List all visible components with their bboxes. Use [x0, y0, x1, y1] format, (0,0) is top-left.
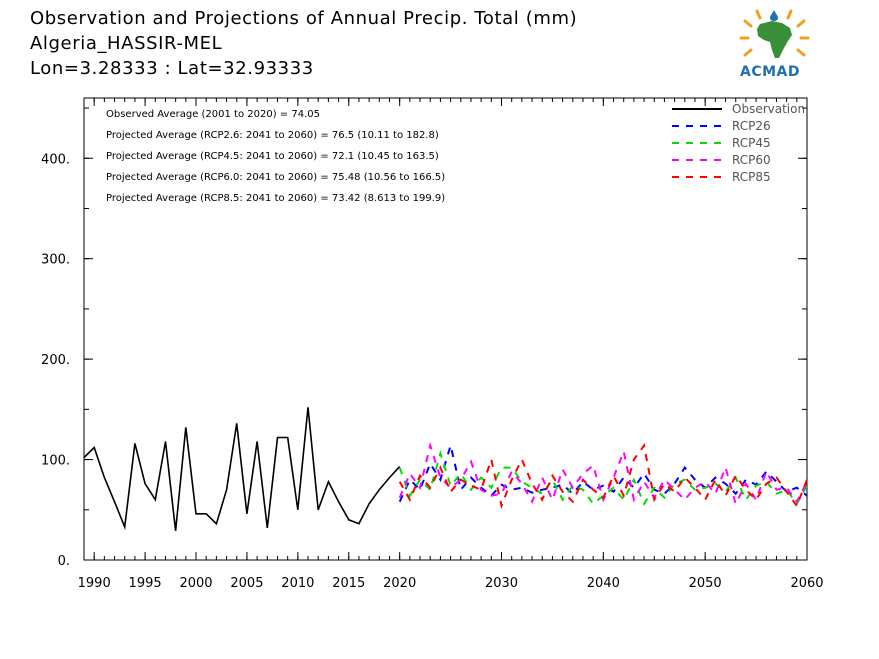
x-tick-label: 2010 [281, 576, 314, 591]
average-annotation: Projected Average (RCP2.6: 2041 to 2060)… [106, 130, 439, 141]
station-name: Algeria_HASSIR-MEL [30, 33, 223, 54]
station-coordinates: Lon=3.28333 : Lat=32.93333 [30, 58, 314, 79]
y-tick-label: 200. [41, 353, 70, 368]
series-line-rcp26 [398, 441, 808, 503]
average-annotation: Projected Average (RCP4.5: 2041 to 2060)… [106, 151, 439, 162]
x-tick-label: 2050 [689, 576, 722, 591]
legend-label-rcp60: RCP60 [732, 153, 771, 167]
africa-map-logo-icon [739, 9, 810, 58]
legend-label-rcp85: RCP85 [732, 170, 771, 184]
series-line-rcp85 [398, 443, 808, 510]
x-tick-label: 2030 [485, 576, 518, 591]
x-tick-label: 1995 [129, 576, 162, 591]
x-tick-label: 2015 [332, 576, 365, 591]
plot-frame [83, 97, 808, 561]
chart-title: Observation and Projections of Annual Pr… [30, 8, 578, 29]
x-tick-label: 2020 [383, 576, 416, 591]
legend-label-rcp26: RCP26 [732, 119, 771, 133]
average-annotation: Projected Average (RCP8.5: 2041 to 2060)… [106, 193, 445, 204]
x-tick-label: 2000 [179, 576, 212, 591]
y-tick-label: 300. [41, 253, 70, 268]
x-tick-label: 1990 [78, 576, 111, 591]
y-tick-label: 0. [58, 554, 70, 569]
legend-label-rcp45: RCP45 [732, 136, 771, 150]
average-annotation: Observed Average (2001 to 2020) = 74.05 [106, 109, 320, 120]
y-tick-label: 100. [41, 454, 70, 469]
logo-text: ACMAD [740, 64, 800, 80]
legend-label-observation: Observation [732, 102, 805, 116]
x-tick-label: 2060 [790, 576, 823, 591]
series-line-observation [83, 407, 401, 531]
x-tick-label: 2040 [587, 576, 620, 591]
y-tick-label: 400. [41, 152, 70, 167]
series-line-rcp60 [398, 441, 808, 507]
average-annotation: Projected Average (RCP6.0: 2041 to 2060)… [106, 172, 445, 183]
x-tick-label: 2005 [230, 576, 263, 591]
